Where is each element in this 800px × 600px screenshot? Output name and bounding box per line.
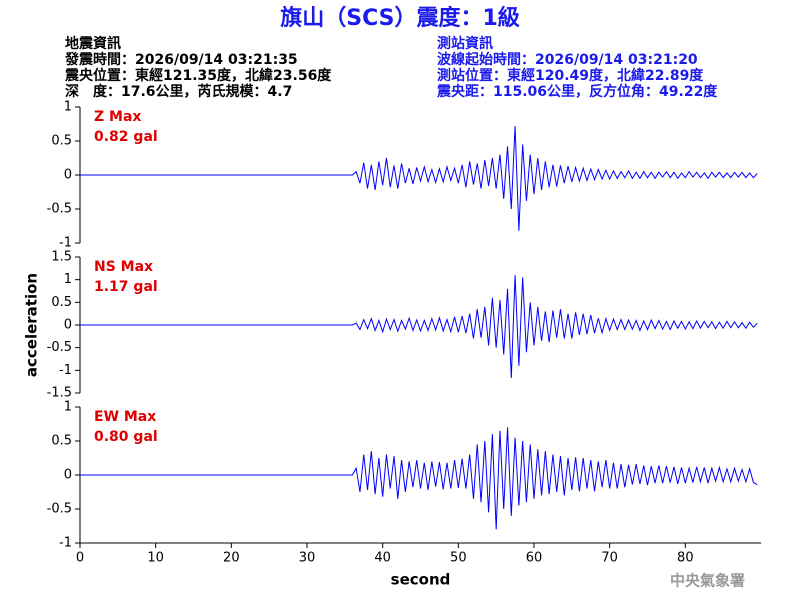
y-tick-label: 1.5	[51, 250, 72, 265]
x-tick-label: 70	[601, 551, 618, 566]
component-label: NS Max	[94, 259, 153, 275]
y-tick-label: -1.5	[47, 386, 72, 401]
y-tick-label: 0	[64, 168, 72, 183]
component-label: EW Max	[94, 409, 156, 425]
x-tick-label: 60	[526, 551, 543, 566]
y-tick-label: -1	[59, 536, 72, 551]
y-tick-label: 1	[64, 272, 72, 287]
x-tick-label: 0	[76, 551, 84, 566]
max-label: 1.17 gal	[94, 279, 158, 295]
event-line: 發震時間：2026/09/14 03:21:35	[64, 51, 298, 68]
waveform	[80, 427, 758, 530]
x-tick-label: 20	[223, 551, 240, 566]
max-label: 0.82 gal	[94, 129, 158, 145]
x-tick-label: 40	[374, 551, 391, 566]
y-tick-label: -0.5	[47, 502, 72, 517]
event-line: 深 度：17.6公里，芮氏規模：4.7	[65, 83, 292, 100]
component-label: Z Max	[94, 109, 141, 125]
station-line: 震央距：115.06公里，反方位角：49.22度	[436, 83, 718, 100]
x-tick-label: 30	[299, 551, 316, 566]
event-heading: 地震資訊	[65, 35, 121, 52]
y-tick-label: -1	[59, 236, 72, 251]
waveform	[80, 126, 758, 231]
y-tick-label: -0.5	[47, 202, 72, 217]
y-tick-label: 0.5	[51, 134, 72, 149]
y-tick-label: 0.5	[51, 434, 72, 449]
y-tick-label: 0.5	[51, 295, 72, 310]
y-tick-label: 1	[64, 400, 72, 415]
y-tick-label: 1	[64, 100, 72, 115]
y-tick-label: -1	[59, 363, 72, 378]
x-tick-label: 80	[677, 551, 694, 566]
y-tick-label: 0	[64, 468, 72, 483]
footer: 中央氣象署	[670, 572, 745, 590]
station-line: 測站位置：東經120.49度，北緯22.89度	[437, 67, 704, 84]
x-tick-label: 50	[450, 551, 467, 566]
event-line: 震央位置：東經121.35度，北緯23.56度	[64, 67, 332, 84]
station-heading: 測站資訊	[437, 35, 493, 52]
y-axis-label: acceleration	[23, 273, 41, 377]
x-tick-label: 10	[147, 551, 164, 566]
x-axis-label: second	[391, 571, 451, 589]
y-tick-label: 0	[64, 318, 72, 333]
title: 旗山（SCS）震度：1級	[280, 5, 520, 31]
station-line: 波線起始時間：2026/09/14 03:21:20	[437, 51, 698, 68]
y-tick-label: -0.5	[47, 340, 72, 355]
max-label: 0.80 gal	[94, 429, 158, 445]
waveform	[80, 275, 758, 379]
